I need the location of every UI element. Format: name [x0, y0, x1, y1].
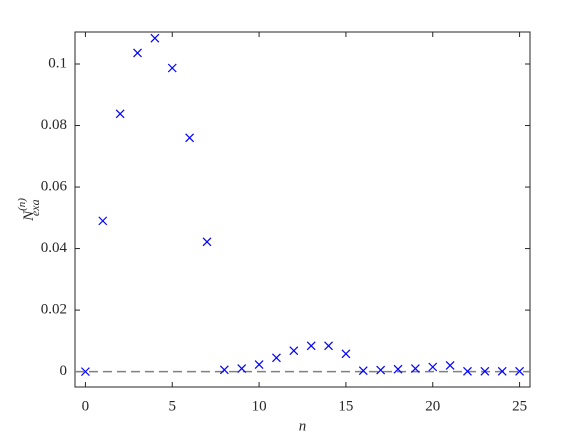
marker	[272, 353, 281, 363]
marker	[150, 33, 160, 43]
marker	[219, 365, 229, 375]
y-tick-label: 0.04	[41, 240, 68, 256]
x-tick-label: 25	[512, 398, 527, 414]
marker	[480, 366, 490, 376]
x-tick-label: 20	[425, 398, 440, 414]
x-tick-label: 10	[252, 398, 267, 414]
x-axis-label: n	[299, 418, 307, 434]
y-axis-label: N(n)exa	[16, 198, 42, 222]
x-tick-label: 15	[338, 398, 353, 414]
y-label-sub: exa	[28, 199, 42, 216]
marker	[167, 63, 177, 73]
y-label-symbol: N	[21, 210, 37, 222]
y-label-sup: (n)	[16, 198, 28, 211]
marker	[463, 366, 472, 376]
marker	[115, 109, 125, 119]
marker	[445, 361, 455, 370]
marker	[376, 365, 386, 375]
y-tick-label: 0.06	[41, 178, 68, 194]
y-tick-label: 0.08	[41, 117, 67, 133]
y-tick-label: 0.02	[41, 302, 67, 318]
marker	[410, 364, 420, 373]
marker	[133, 48, 142, 58]
marker	[324, 341, 333, 351]
x-tick-label: 5	[169, 398, 177, 414]
plot-frame	[74, 31, 531, 388]
marker	[237, 364, 247, 373]
marker	[306, 341, 316, 351]
marker	[80, 367, 90, 377]
marker	[341, 349, 351, 359]
marker	[497, 366, 507, 376]
marker	[358, 366, 368, 376]
marker	[515, 366, 525, 376]
y-tick-label: 0	[60, 363, 68, 379]
x-tick-label: 0	[82, 398, 90, 414]
y-tick-label: 0.1	[48, 55, 67, 71]
marker	[185, 133, 195, 143]
marker	[289, 346, 299, 356]
marker	[202, 237, 212, 247]
marker	[254, 360, 264, 369]
marker	[98, 216, 108, 226]
marker	[393, 364, 403, 374]
marker	[428, 362, 438, 372]
